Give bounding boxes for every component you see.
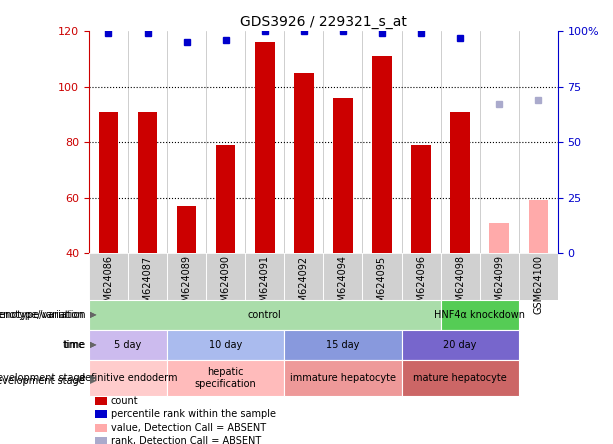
Bar bbox=[167, 360, 284, 396]
Bar bbox=[255, 42, 275, 253]
Text: development stage: development stage bbox=[0, 376, 85, 385]
Text: mature hepatocyte: mature hepatocyte bbox=[413, 373, 507, 383]
Bar bbox=[167, 253, 206, 300]
Text: 5 day: 5 day bbox=[115, 340, 142, 350]
Bar bbox=[138, 111, 158, 253]
Text: ▶: ▶ bbox=[89, 310, 96, 319]
Bar bbox=[480, 253, 519, 300]
Bar bbox=[441, 300, 519, 330]
Text: genotype/variation: genotype/variation bbox=[0, 310, 86, 320]
Bar bbox=[284, 360, 402, 396]
Text: ▶: ▶ bbox=[90, 310, 97, 319]
Bar bbox=[489, 222, 509, 253]
Text: time: time bbox=[63, 340, 85, 350]
Bar bbox=[89, 253, 128, 300]
Bar bbox=[245, 253, 284, 300]
Text: percentile rank within the sample: percentile rank within the sample bbox=[111, 409, 276, 419]
Bar bbox=[89, 330, 167, 360]
Text: GSM624086: GSM624086 bbox=[104, 255, 113, 314]
Text: 15 day: 15 day bbox=[326, 340, 360, 350]
Bar bbox=[216, 145, 235, 253]
Text: GSM624095: GSM624095 bbox=[377, 255, 387, 314]
Bar bbox=[528, 200, 548, 253]
Text: time: time bbox=[64, 340, 86, 350]
Text: rank, Detection Call = ABSENT: rank, Detection Call = ABSENT bbox=[111, 436, 261, 444]
Bar bbox=[451, 111, 470, 253]
Text: GSM624094: GSM624094 bbox=[338, 255, 348, 314]
Bar bbox=[206, 253, 245, 300]
Text: GSM624092: GSM624092 bbox=[299, 255, 309, 314]
Bar bbox=[402, 330, 519, 360]
Bar bbox=[89, 300, 441, 330]
Bar bbox=[402, 360, 519, 396]
Bar bbox=[362, 253, 402, 300]
Bar bbox=[411, 145, 431, 253]
Text: GSM624091: GSM624091 bbox=[260, 255, 270, 314]
Bar bbox=[284, 253, 324, 300]
Text: GSM624096: GSM624096 bbox=[416, 255, 426, 314]
Text: GSM624090: GSM624090 bbox=[221, 255, 230, 314]
Text: ▶: ▶ bbox=[90, 341, 97, 349]
Bar bbox=[294, 73, 314, 253]
Text: control: control bbox=[248, 310, 281, 320]
Text: ▶: ▶ bbox=[90, 373, 97, 382]
Bar bbox=[99, 111, 118, 253]
Text: 20 day: 20 day bbox=[443, 340, 477, 350]
Bar bbox=[402, 253, 441, 300]
Title: GDS3926 / 229321_s_at: GDS3926 / 229321_s_at bbox=[240, 15, 407, 29]
Text: HNF4α knockdown: HNF4α knockdown bbox=[434, 310, 525, 320]
Text: 10 day: 10 day bbox=[209, 340, 242, 350]
Text: value, Detection Call = ABSENT: value, Detection Call = ABSENT bbox=[111, 423, 266, 432]
Text: GSM624089: GSM624089 bbox=[181, 255, 192, 314]
Bar bbox=[519, 253, 558, 300]
Bar bbox=[333, 98, 352, 253]
Text: GSM624098: GSM624098 bbox=[455, 255, 465, 314]
Text: development stage: development stage bbox=[0, 373, 86, 383]
Text: hepatic
specification: hepatic specification bbox=[195, 367, 256, 388]
Text: GSM624100: GSM624100 bbox=[533, 255, 543, 314]
Text: definitive endoderm: definitive endoderm bbox=[78, 373, 177, 383]
Bar bbox=[324, 253, 362, 300]
Text: count: count bbox=[111, 396, 139, 406]
Bar bbox=[372, 56, 392, 253]
Text: GSM624087: GSM624087 bbox=[142, 255, 153, 314]
Text: GSM624099: GSM624099 bbox=[494, 255, 504, 314]
Bar bbox=[177, 206, 196, 253]
Text: ▶: ▶ bbox=[89, 376, 96, 385]
Bar bbox=[89, 360, 167, 396]
Bar bbox=[128, 253, 167, 300]
Text: ▶: ▶ bbox=[89, 341, 96, 349]
Bar bbox=[441, 253, 480, 300]
Bar bbox=[284, 330, 402, 360]
Bar bbox=[167, 330, 284, 360]
Text: immature hepatocyte: immature hepatocyte bbox=[290, 373, 396, 383]
Text: genotype/variation: genotype/variation bbox=[0, 310, 85, 320]
